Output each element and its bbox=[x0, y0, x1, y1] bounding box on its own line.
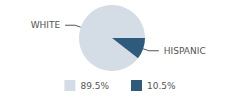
svg-text:WHITE: WHITE bbox=[31, 20, 61, 30]
svg-text:10.5%: 10.5% bbox=[147, 81, 176, 91]
svg-text:HISPANIC: HISPANIC bbox=[164, 46, 206, 56]
svg-text:89.5%: 89.5% bbox=[80, 81, 109, 91]
